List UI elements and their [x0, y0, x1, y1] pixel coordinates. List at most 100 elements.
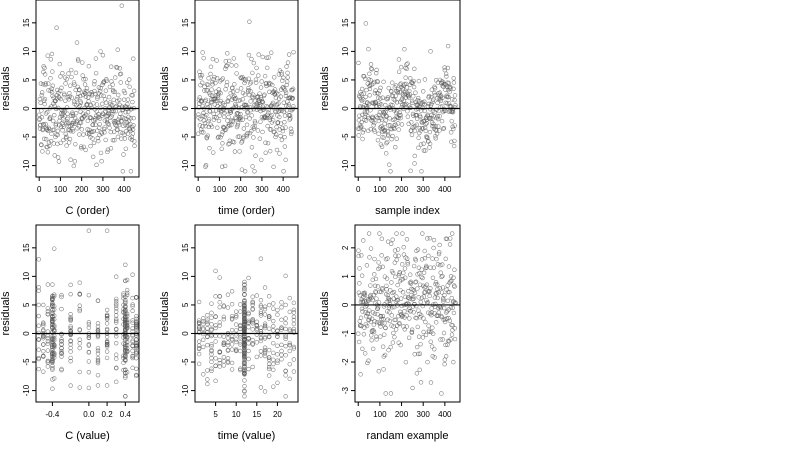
data-point: [381, 354, 386, 359]
data-point: [395, 121, 401, 126]
data-point: [217, 320, 222, 325]
data-point: [115, 92, 121, 98]
data-point: [72, 159, 78, 164]
data-point: [291, 321, 297, 327]
data-point: [238, 340, 243, 345]
data-point: [263, 115, 268, 120]
data-point: [72, 99, 77, 104]
data-point: [45, 53, 50, 58]
data-point: [440, 273, 445, 279]
data-point: [215, 95, 221, 100]
data-point: [212, 74, 217, 80]
data-point: [375, 312, 380, 317]
data-point: [201, 327, 206, 332]
data-point: [122, 136, 127, 141]
data-point: [114, 379, 119, 385]
data-point: [124, 292, 130, 298]
data-point: [60, 109, 65, 114]
data-point: [77, 369, 82, 375]
data-point: [36, 285, 41, 290]
data-point: [59, 294, 64, 300]
data-point: [412, 153, 417, 159]
data-point: [390, 237, 395, 242]
data-point: [52, 292, 57, 297]
data-point: [356, 126, 361, 131]
data-point: [435, 286, 440, 292]
data-point: [421, 148, 427, 153]
data-point: [268, 114, 273, 119]
data-point: [241, 134, 246, 139]
data-point: [287, 328, 292, 334]
data-point: [279, 300, 284, 305]
data-point: [280, 128, 286, 134]
data-point: [97, 88, 103, 94]
data-point: [121, 353, 126, 358]
data-point: [134, 314, 139, 319]
data-point: [398, 296, 404, 301]
data-point: [259, 157, 264, 163]
data-point: [214, 58, 219, 63]
y-tick-label: 0: [341, 106, 350, 111]
data-point: [385, 292, 391, 298]
data-point: [222, 163, 228, 169]
data-point: [279, 357, 284, 362]
data-point: [372, 256, 377, 262]
data-point: [420, 303, 425, 309]
data-point: [71, 80, 77, 85]
data-point: [59, 349, 64, 354]
data-point: [41, 336, 46, 341]
data-point: [219, 146, 224, 151]
data-point: [449, 139, 454, 145]
data-point: [76, 58, 81, 63]
data-point: [443, 342, 448, 348]
data-point: [47, 143, 52, 149]
data-point: [93, 70, 99, 76]
data-point: [433, 280, 439, 285]
data-point: [117, 66, 123, 71]
data-point: [271, 306, 276, 311]
data-point: [109, 114, 114, 119]
data-point: [419, 267, 424, 272]
data-point: [197, 123, 203, 128]
data-point: [259, 79, 264, 84]
data-point: [63, 131, 68, 137]
data-point: [77, 93, 83, 99]
x-tick-label: 10: [232, 410, 241, 419]
data-point: [400, 262, 405, 267]
data-point: [263, 140, 268, 145]
data-point: [414, 107, 419, 112]
data-point: [444, 287, 449, 292]
y-tick-label: 10: [22, 271, 31, 280]
data-point: [196, 330, 202, 335]
data-point: [390, 270, 396, 276]
data-point: [209, 99, 214, 105]
data-point: [52, 153, 57, 158]
data-point: [247, 19, 252, 24]
data-point: [408, 76, 413, 81]
x-axis-title: randam example: [367, 430, 449, 442]
data-point: [430, 275, 436, 280]
data-point: [254, 319, 259, 325]
data-point: [68, 349, 73, 354]
data-point: [50, 316, 55, 322]
data-point: [225, 99, 231, 105]
data-point: [234, 313, 239, 318]
data-point: [216, 118, 222, 124]
data-point: [359, 119, 364, 125]
data-point: [220, 76, 226, 81]
data-point: [451, 143, 457, 149]
data-point: [286, 102, 292, 107]
data-point: [411, 263, 417, 269]
data-point: [125, 97, 131, 102]
data-point: [262, 92, 267, 97]
data-point: [438, 270, 443, 275]
data-point: [397, 113, 402, 118]
data-point: [59, 346, 64, 351]
y-axis-title: residuals: [319, 66, 331, 111]
data-point: [225, 360, 231, 365]
data-point: [68, 383, 73, 388]
data-point: [428, 380, 434, 385]
data-point: [431, 265, 436, 270]
data-point: [94, 102, 100, 107]
